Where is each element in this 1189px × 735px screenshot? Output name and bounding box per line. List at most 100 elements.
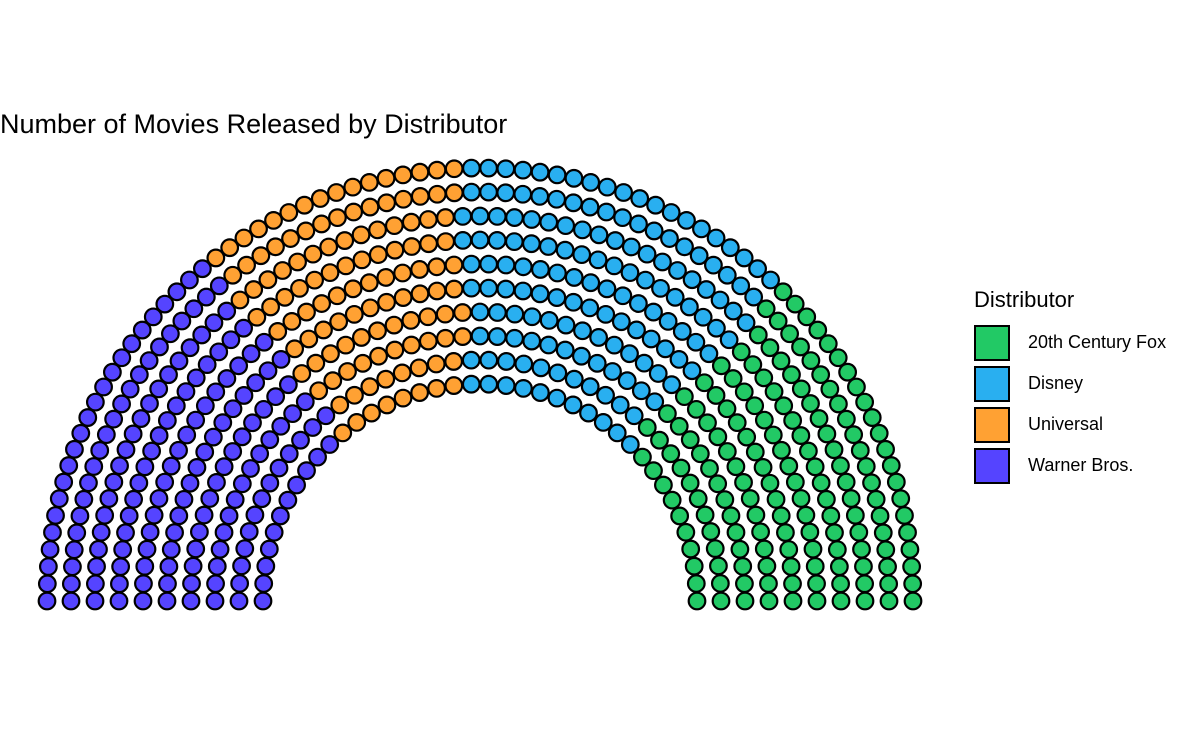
seat-warner-bros	[214, 457, 234, 477]
seat-20th-century-fox	[688, 489, 708, 509]
seat-warner-bros	[109, 591, 129, 611]
seat-universal	[402, 237, 422, 256]
seat-warner-bros	[241, 344, 261, 364]
seat-20th-century-fox	[807, 591, 827, 611]
seat-20th-century-fox	[829, 394, 848, 414]
seat-disney	[634, 353, 654, 373]
seat-universal	[392, 363, 412, 383]
seat-disney	[564, 193, 583, 213]
seat-universal	[418, 210, 438, 229]
seat-universal	[343, 177, 363, 197]
seat-disney	[693, 307, 713, 327]
seat-universal	[258, 270, 278, 290]
seat-warner-bros	[308, 447, 327, 467]
seat-20th-century-fox	[876, 439, 895, 459]
seat-universal	[290, 278, 309, 298]
seat-disney	[488, 303, 507, 322]
seat-disney	[603, 362, 622, 381]
seat-universal	[453, 327, 473, 346]
seat-20th-century-fox	[785, 294, 805, 314]
seat-universal	[264, 210, 283, 230]
seat-disney	[596, 385, 615, 405]
seat-warner-bros	[110, 574, 129, 594]
seat-20th-century-fox	[824, 440, 844, 460]
seat-disney	[636, 270, 655, 290]
seat-disney	[479, 158, 499, 178]
seat-20th-century-fox	[836, 409, 856, 429]
seat-universal	[376, 168, 396, 188]
seat-universal	[327, 183, 346, 202]
seat-20th-century-fox	[650, 430, 669, 450]
seat-disney	[580, 197, 600, 217]
seat-universal	[427, 378, 446, 398]
seat-warner-bros	[113, 540, 133, 560]
seat-disney	[530, 186, 550, 206]
seat-warner-bros	[239, 522, 259, 541]
seat-disney	[504, 232, 524, 252]
seat-warner-bros	[129, 473, 149, 493]
seat-disney	[613, 208, 632, 228]
seat-universal	[303, 244, 323, 264]
seat-universal	[320, 263, 340, 283]
legend-item-20th-century-fox: 20th Century Fox	[974, 322, 1166, 363]
seat-disney	[736, 313, 756, 333]
seat-disney	[496, 255, 516, 275]
legend-item-disney: Disney	[974, 363, 1166, 404]
seat-disney	[607, 423, 627, 443]
seat-universal	[393, 189, 413, 209]
seat-warner-bros	[253, 591, 273, 611]
seat-disney	[556, 216, 576, 236]
seat-warner-bros	[38, 557, 58, 576]
seat-20th-century-fox	[711, 591, 731, 611]
seat-warner-bros	[139, 351, 159, 371]
seat-warner-bros	[229, 356, 249, 376]
seat-warner-bros	[246, 373, 266, 393]
seat-warner-bros	[204, 313, 224, 333]
seat-warner-bros	[213, 413, 233, 433]
seat-disney	[627, 320, 646, 340]
seat-universal	[360, 377, 380, 397]
seat-20th-century-fox	[782, 365, 801, 385]
seat-disney	[579, 403, 598, 423]
seat-20th-century-fox	[803, 539, 823, 559]
seat-disney	[479, 182, 498, 202]
seat-warner-bros	[160, 324, 180, 344]
seat-disney	[461, 278, 481, 298]
seat-20th-century-fox	[681, 539, 701, 559]
seat-20th-century-fox	[870, 506, 890, 526]
seat-20th-century-fox	[759, 591, 779, 611]
seat-disney	[581, 273, 601, 293]
seat-20th-century-fox	[680, 473, 700, 493]
seat-disney	[470, 302, 490, 322]
seat-disney	[573, 321, 592, 341]
seat-warner-bros	[49, 489, 69, 509]
seat-20th-century-fox	[717, 399, 737, 419]
seat-disney	[588, 250, 608, 270]
seat-disney	[505, 304, 525, 324]
seat-universal	[319, 237, 339, 257]
seat-20th-century-fox	[791, 426, 811, 445]
seat-disney	[530, 162, 550, 182]
seat-warner-bros	[144, 505, 164, 525]
seat-20th-century-fox	[828, 348, 848, 368]
seat-disney	[593, 413, 613, 432]
seat-disney	[686, 332, 706, 352]
seat-universal	[247, 307, 267, 327]
seat-20th-century-fox	[754, 410, 774, 430]
seat-disney	[682, 270, 702, 290]
seat-20th-century-fox	[878, 557, 897, 577]
seat-20th-century-fox	[686, 574, 706, 593]
seat-20th-century-fox	[886, 472, 906, 492]
seat-warner-bros	[232, 474, 252, 494]
seat-universal	[347, 413, 367, 432]
seat-20th-century-fox	[898, 523, 917, 542]
legend-swatch-warner-bros	[974, 447, 1010, 484]
seat-warner-bros	[169, 506, 189, 526]
seat-warner-bros	[206, 382, 226, 402]
seat-universal	[336, 335, 356, 355]
seat-universal	[327, 286, 347, 306]
seat-disney	[496, 376, 516, 395]
seat-universal	[310, 189, 330, 208]
seat-warner-bros	[258, 361, 278, 381]
seat-warner-bros	[229, 591, 249, 611]
